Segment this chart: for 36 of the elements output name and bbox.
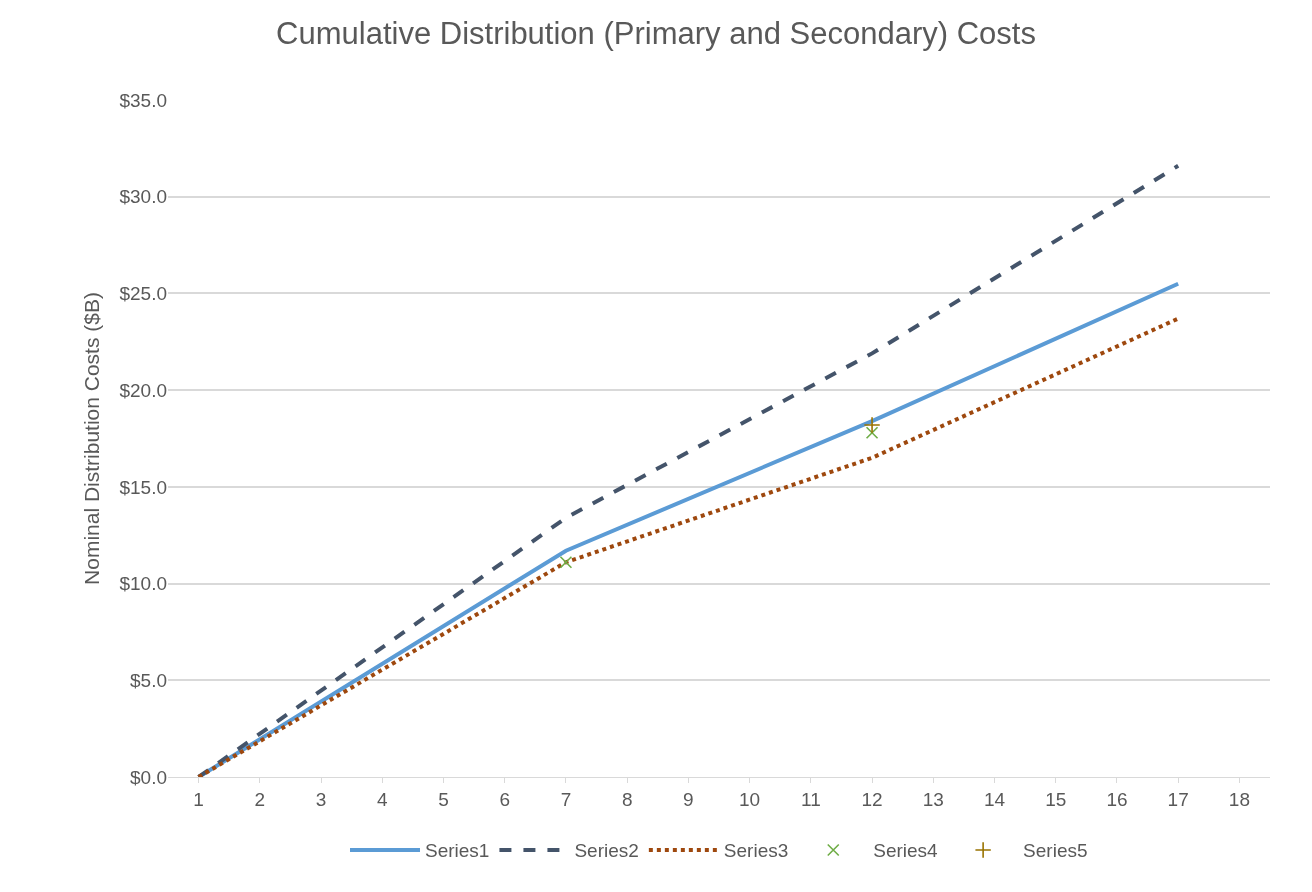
y-tick-label: $30.0 (119, 186, 167, 208)
x-tick-label: 3 (315, 788, 327, 810)
y-tick-label: $10.0 (119, 573, 167, 595)
x-tick-label: 8 (621, 788, 633, 810)
chart-title: Cumulative Distribution (Primary and Secondary) Costs (276, 16, 1036, 51)
x-tick-label: 14 (983, 788, 1006, 810)
y-axis-title: Nominal Distribution Costs ($B) (79, 292, 103, 585)
point (863, 416, 881, 434)
x-tick-label: 11 (800, 788, 821, 810)
x-tick-label: 9 (683, 788, 694, 810)
x-tick-label: 12 (861, 788, 883, 810)
legend-label: Series4 (873, 840, 939, 862)
x-tick-label: 17 (1167, 788, 1189, 810)
x-tick-label: 5 (438, 788, 449, 810)
y-tick-label: $0.0 (130, 766, 167, 788)
x-tick-label: 2 (254, 788, 266, 810)
x-tick-label: 15 (1045, 788, 1067, 810)
legend-label: Series1 (425, 840, 490, 862)
x-tick-label: 18 (1228, 788, 1250, 810)
y-tick-label: $5.0 (130, 669, 167, 691)
x-tick-label: 1 (193, 788, 204, 810)
y-tick-label: $25.0 (119, 283, 167, 305)
y-tick-label: $20.0 (119, 379, 167, 401)
legend-label: Series5 (1023, 840, 1088, 862)
legend-label: Series3 (723, 840, 789, 862)
x-tick-label: 4 (376, 788, 388, 810)
x-tick-label: 16 (1106, 788, 1128, 810)
x-tick-label: 7 (560, 788, 572, 810)
legend-label: Series2 (574, 840, 639, 862)
x-tick-label: 13 (922, 788, 944, 810)
point (559, 555, 573, 569)
x-tick-label: 10 (739, 788, 761, 810)
point (865, 426, 879, 439)
x-tick-label: 6 (499, 788, 511, 810)
y-tick-label: $15.0 (119, 476, 167, 498)
y-tick-label: $35.0 (119, 89, 167, 111)
